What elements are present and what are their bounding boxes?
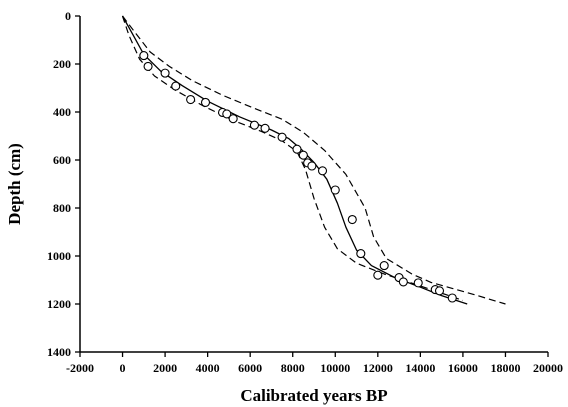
data-point-23 [398, 277, 408, 287]
y-axis-label: Depth (cm) [5, 143, 24, 225]
data-point-1 [143, 61, 153, 71]
y-tick-label-3: 600 [53, 153, 71, 167]
data-point-4 [186, 94, 196, 105]
dashed-curve-1 [122, 15, 506, 305]
data-point-26 [434, 286, 445, 296]
data-point-0 [139, 51, 149, 61]
y-tick-label-1: 200 [53, 57, 71, 71]
data-point-13 [298, 150, 308, 160]
y-tick-label-4: 800 [53, 201, 71, 215]
data-point-15 [307, 161, 317, 171]
x-tick-label-11: 20000 [533, 361, 563, 375]
y-tick-label-2: 400 [53, 105, 71, 119]
x-tick-label-3: 4000 [196, 361, 220, 375]
data-point-7 [222, 109, 232, 119]
x-tick-label-10: 18000 [490, 361, 520, 375]
curves [121, 15, 506, 305]
data-point-3 [171, 81, 181, 91]
data-point-16 [317, 166, 328, 176]
x-axis-label: Calibrated years BP [240, 386, 387, 405]
data-points [139, 51, 457, 303]
dashed-curve-2 [121, 15, 464, 301]
tick-labels: 0 200 400 600 800 1000 1200 1400 -2000 0 2000 4000 6… [47, 9, 563, 375]
data-point-21 [379, 261, 389, 271]
x-tick-label-6: 10000 [320, 361, 350, 375]
x-tick-label-0: -2000 [66, 361, 94, 375]
data-point-11 [277, 132, 287, 142]
data-point-20 [373, 270, 383, 280]
data-point-27 [447, 293, 457, 303]
y-tick-label-0: 0 [65, 9, 71, 23]
data-point-2 [160, 68, 170, 78]
data-point-5 [200, 97, 211, 107]
x-tick-label-7: 12000 [363, 361, 393, 375]
data-point-9 [249, 120, 259, 130]
data-point-10 [260, 123, 270, 133]
x-tick-label-2: 2000 [153, 361, 177, 375]
y-tick-label-7: 1400 [47, 345, 71, 359]
axes [75, 15, 549, 357]
x-tick-label-5: 8000 [281, 361, 305, 375]
data-point-12 [292, 144, 302, 154]
y-tick-label-6: 1200 [47, 297, 71, 311]
x-tick-label-4: 6000 [238, 361, 262, 375]
y-tick-label-5: 1000 [47, 249, 71, 263]
data-point-19 [356, 249, 366, 259]
data-point-18 [347, 214, 357, 225]
data-point-24 [413, 278, 423, 288]
x-tick-label-1: 0 [120, 361, 126, 375]
x-tick-label-9: 16000 [448, 361, 478, 375]
solid-curve-0 [121, 15, 468, 305]
data-point-8 [228, 114, 238, 124]
data-point-17 [330, 185, 340, 195]
x-tick-label-8: 14000 [405, 361, 435, 375]
